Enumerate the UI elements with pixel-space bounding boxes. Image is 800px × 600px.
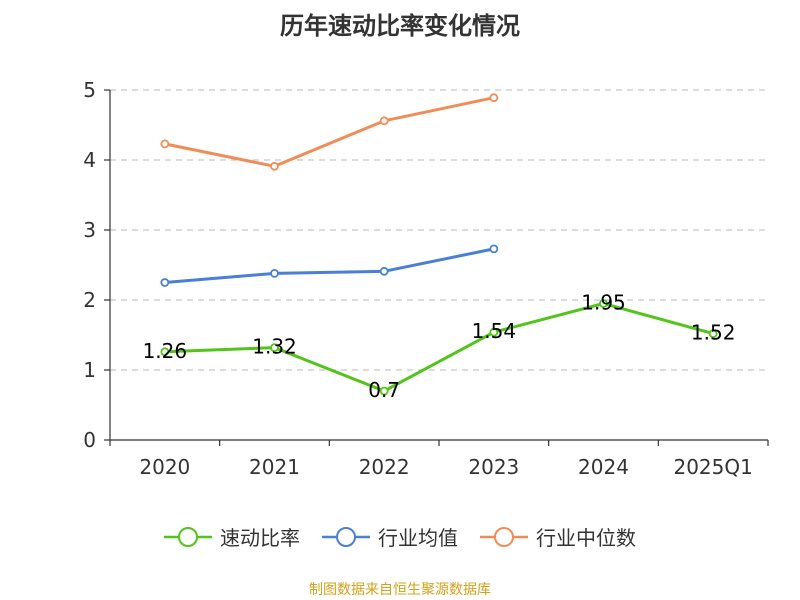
axes: 0 1 2 3 4 5 2020 2021 2022 2023 2024 2025Q1 <box>83 78 769 479</box>
x-tick-label: 2025Q1 <box>673 455 752 479</box>
series-line-1 <box>164 247 495 284</box>
y-tick-label: 4 <box>83 148 96 172</box>
data-point <box>270 268 279 278</box>
x-tick-label: 2021 <box>249 455 300 479</box>
data-label: 1.32 <box>252 335 297 359</box>
data-labels: 1.26 1.32 0.7 1.54 1.95 1.52 <box>143 291 736 403</box>
data-point <box>160 278 170 287</box>
y-tick-label: 0 <box>83 428 96 452</box>
data-point <box>379 116 389 126</box>
data-point <box>599 299 608 308</box>
grid-lines <box>110 89 768 371</box>
x-tick-label: 2022 <box>359 455 410 479</box>
data-point <box>489 93 499 103</box>
legend-item-0[interactable]: 速动比率 <box>164 526 300 550</box>
y-tick-label: 3 <box>83 218 96 242</box>
legend-item-2[interactable]: 行业中位数 <box>480 526 636 550</box>
data-point <box>379 386 389 396</box>
legend-label: 速动比率 <box>220 526 300 550</box>
series-lines <box>160 93 718 396</box>
chart-title: 历年速动比率变化情况 <box>280 12 520 40</box>
data-point <box>489 327 499 337</box>
legend-label: 行业中位数 <box>536 526 636 550</box>
data-label: 1.54 <box>472 319 517 343</box>
series-line-2 <box>164 96 495 168</box>
data-label: 0.7 <box>368 378 400 402</box>
legend-marker <box>494 527 514 547</box>
legend-item-1[interactable]: 行业均值 <box>322 526 458 550</box>
data-point <box>160 139 170 149</box>
legend[interactable]: 速动比率 行业均值 行业中位数 <box>164 526 636 550</box>
legend-marker <box>178 527 198 547</box>
data-label: 1.26 <box>143 339 188 363</box>
legend-label: 行业均值 <box>378 526 458 550</box>
data-point <box>379 266 389 276</box>
data-label: 1.95 <box>581 291 626 315</box>
legend-marker <box>336 527 356 547</box>
y-tick-label: 5 <box>83 78 96 102</box>
data-point <box>708 329 718 339</box>
data-point <box>160 347 170 357</box>
source-footer: 制图数据来自恒生聚源数据库 <box>309 582 491 598</box>
x-tick-label: 2020 <box>139 455 190 479</box>
data-point <box>489 244 499 254</box>
x-tick-label: 2024 <box>578 455 629 479</box>
x-tick-label: 2023 <box>468 455 519 479</box>
data-point <box>270 161 279 171</box>
y-tick-label: 1 <box>83 358 96 382</box>
data-point <box>270 343 279 353</box>
series-line-0 <box>164 302 714 393</box>
data-label: 1.52 <box>691 321 736 345</box>
y-tick-label: 2 <box>83 288 96 312</box>
